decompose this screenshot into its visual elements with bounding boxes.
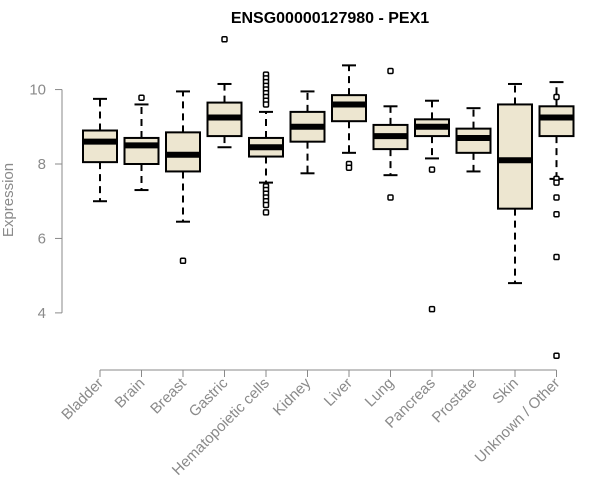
outlier-point <box>262 101 270 108</box>
outlier-point <box>138 94 145 101</box>
outlier-point <box>553 253 560 261</box>
box-group <box>331 64 367 171</box>
box-group <box>206 36 243 149</box>
boxes-group <box>82 36 575 359</box>
outlier-point <box>428 166 436 173</box>
box-group <box>538 81 575 359</box>
outlier-point <box>553 179 560 186</box>
box <box>123 136 160 165</box>
chart-title: ENSG00000127980 - PEX1 <box>231 10 429 27</box>
x-tick-label: Bladder <box>58 375 107 424</box>
y-axis-label: Expression <box>0 163 17 237</box>
box <box>82 129 118 164</box>
y-axis: 4 6 8 10 <box>29 82 63 322</box>
box-group <box>414 99 450 313</box>
x-tick-label: Breast <box>147 374 190 417</box>
x-tick-label: Brain <box>112 375 149 412</box>
y-tick-label: 4 <box>38 305 46 322</box>
outlier-point <box>345 164 353 171</box>
box <box>538 105 575 138</box>
box-group <box>248 71 284 216</box>
outlier-point <box>553 194 560 201</box>
y-tick-label: 10 <box>29 82 46 99</box>
outlier-point <box>179 257 187 265</box>
outlier-point <box>428 305 436 313</box>
x-tick-label: Liver <box>321 375 356 410</box>
box-group <box>289 90 326 175</box>
box-group <box>372 67 409 201</box>
outlier-point <box>262 201 270 209</box>
x-tick-label: Skin <box>489 375 522 408</box>
box <box>497 103 533 210</box>
box <box>331 94 367 123</box>
box-group <box>497 82 533 285</box>
outlier-point <box>221 36 228 43</box>
x-tick-label: Lung <box>362 375 398 411</box>
y-tick-label: 8 <box>38 156 46 173</box>
box-group <box>455 107 492 173</box>
outlier-point <box>553 93 560 101</box>
outlier-point <box>387 194 394 201</box>
box-group <box>123 94 160 192</box>
y-tick-label: 6 <box>38 230 46 247</box>
outlier-point <box>553 352 560 359</box>
x-tick-label: Kidney <box>270 374 315 419</box>
box-group <box>82 97 118 203</box>
outlier-point <box>553 211 560 218</box>
outlier-point <box>262 209 270 216</box>
box-group <box>165 90 201 265</box>
x-tick-label: Prostate <box>429 375 481 427</box>
outlier-point <box>387 67 394 75</box>
